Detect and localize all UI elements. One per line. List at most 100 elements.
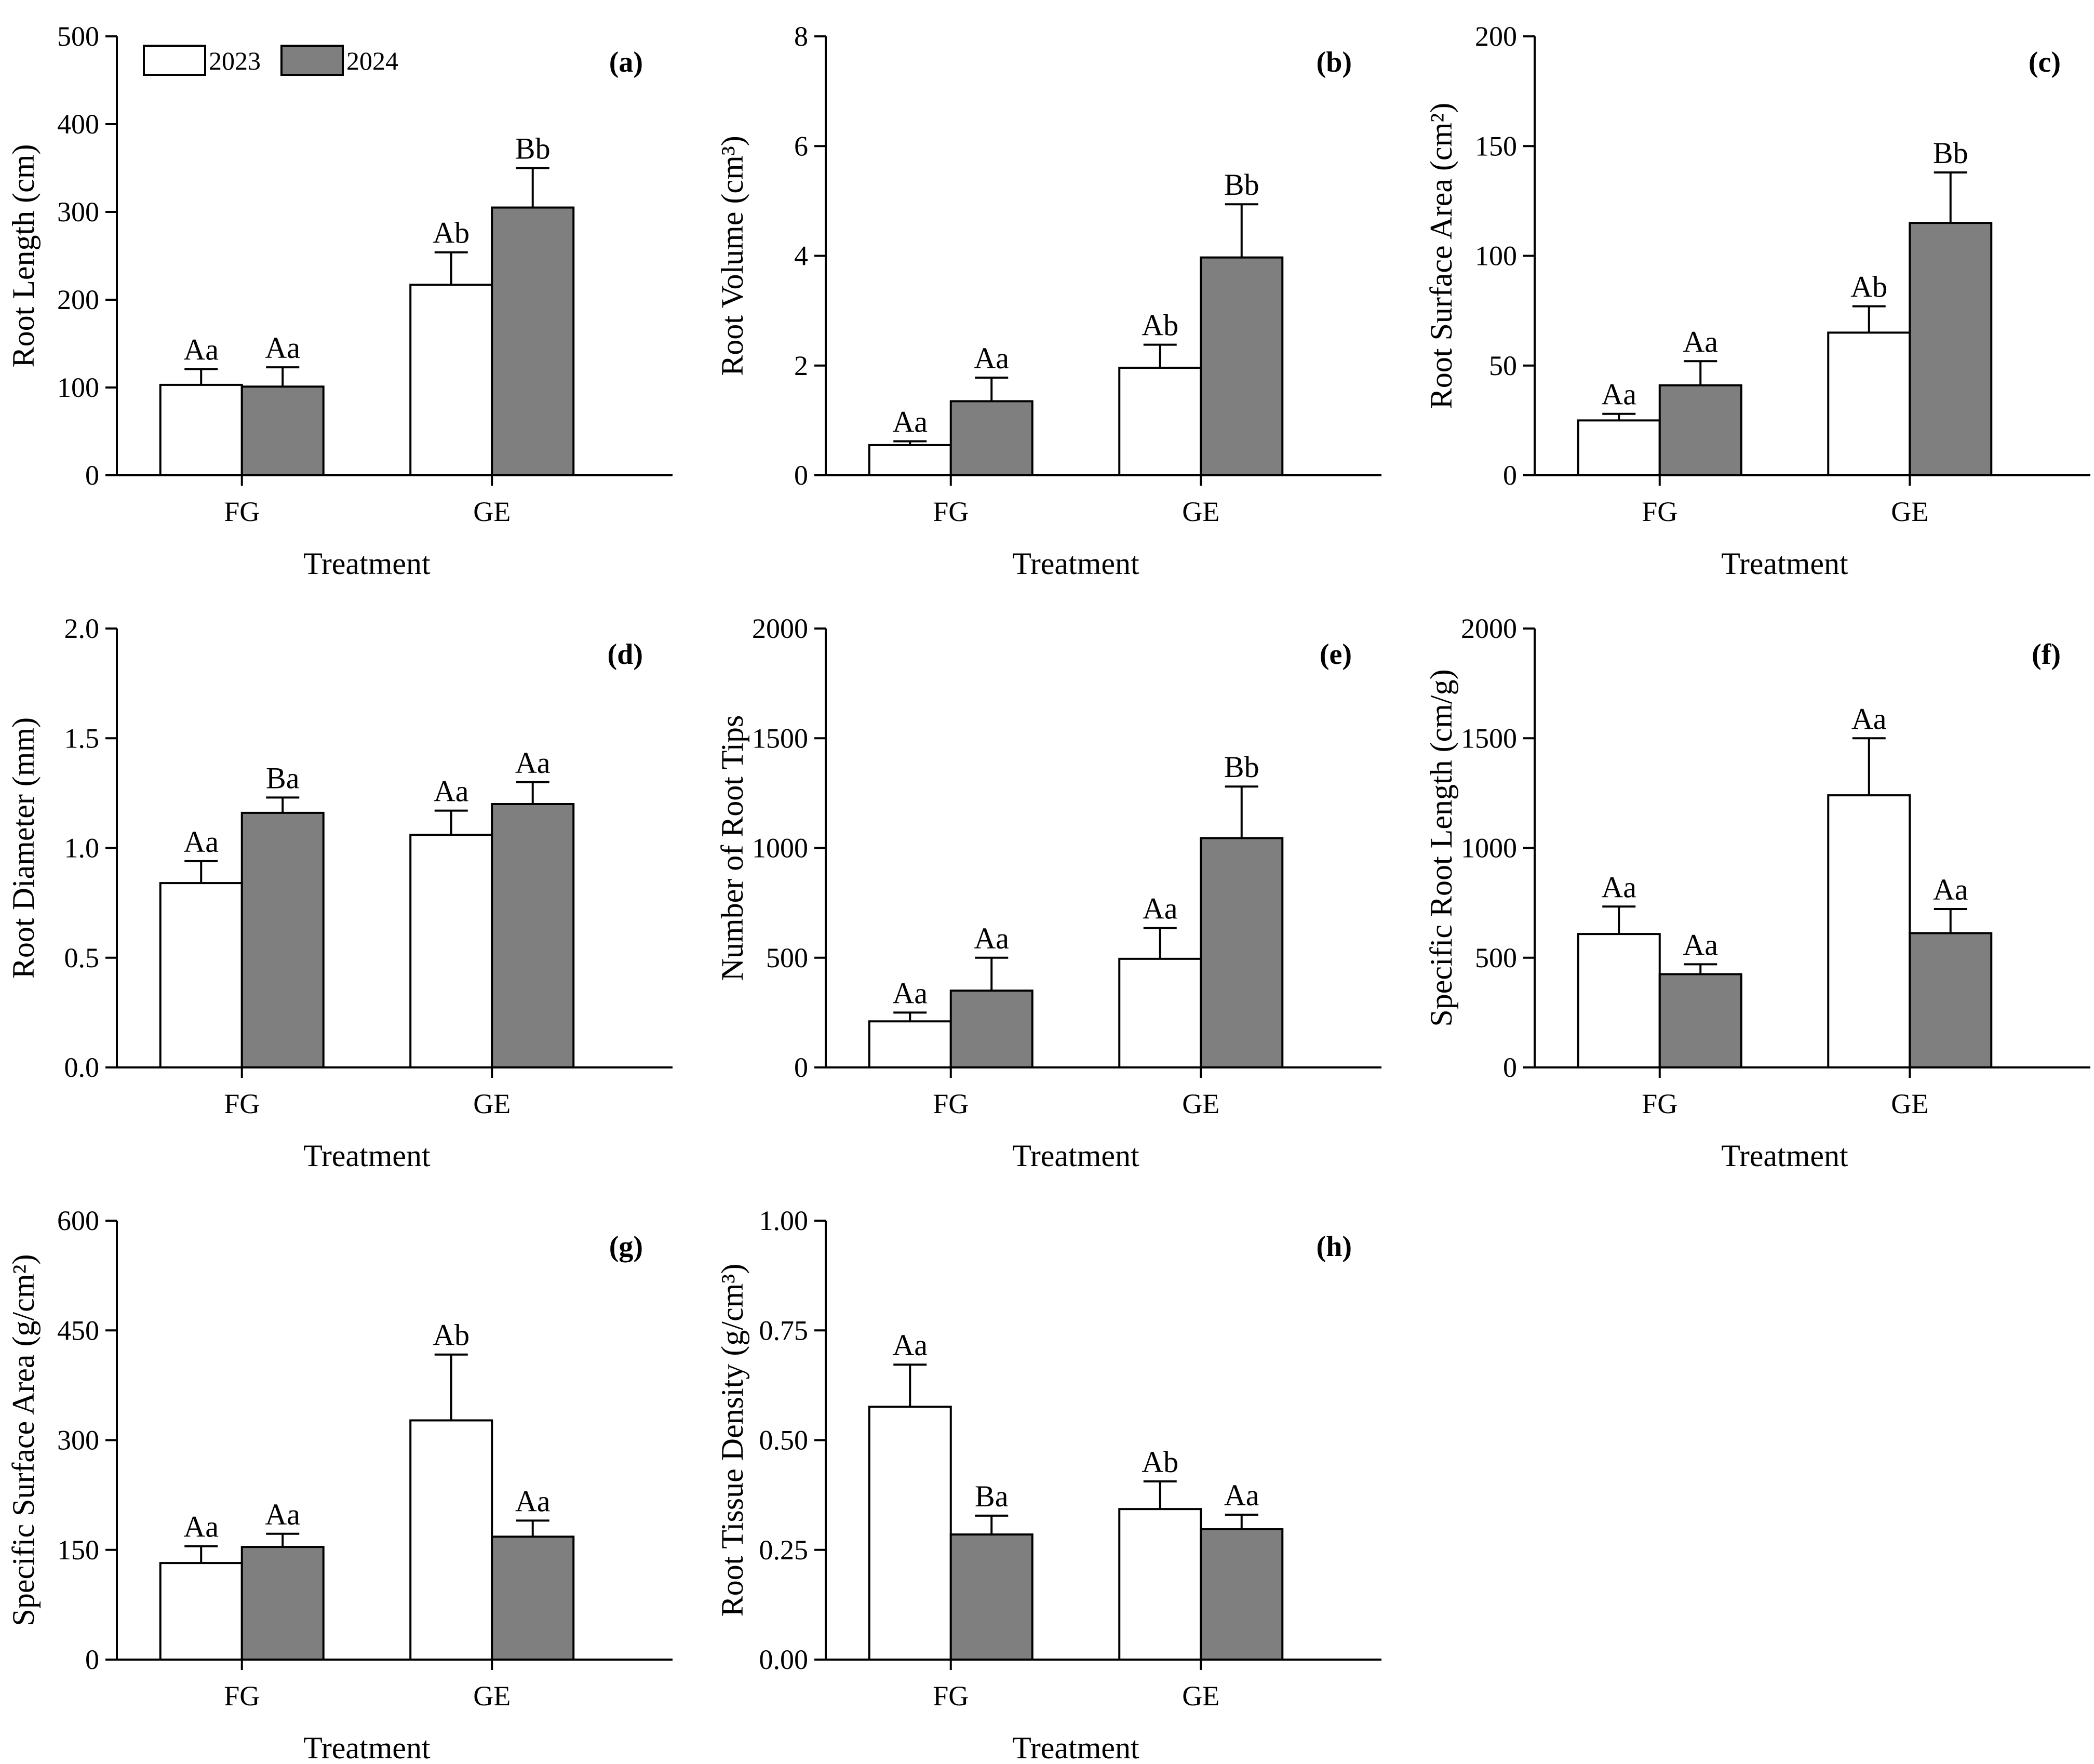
y-tick-label: 0.50 bbox=[759, 1425, 809, 1456]
sig-label-2024-GE: Aa bbox=[515, 746, 551, 780]
x-tick-label-GE: GE bbox=[473, 496, 511, 527]
panel-a: Aa Ab Aa Bb 0 100 200 300 400 500 FG GE Treatment Roo… bbox=[6, 21, 673, 581]
legend-label-2023: 2023 bbox=[209, 46, 261, 75]
panel-d: Aa Aa Ba Aa 0.0 0.5 1.0 1.5 2.0 FG GE Treatment Root… bbox=[6, 613, 673, 1173]
x-axis-title: Treatment bbox=[1721, 546, 1848, 581]
bar-2023-GE bbox=[409, 834, 493, 1069]
y-tick-label: 1500 bbox=[1461, 723, 1517, 754]
sig-label-2024-FG: Aa bbox=[265, 331, 300, 365]
y-axis-title: Specific Surface Area (g/cm²) bbox=[6, 1254, 41, 1626]
bar-2024-FG bbox=[1658, 384, 1742, 477]
y-axis-title: Root Diameter (mm) bbox=[6, 717, 41, 979]
panel-tag: (g) bbox=[609, 1231, 643, 1263]
x-tick-label-FG: FG bbox=[224, 496, 260, 527]
legend: 2023 2024 bbox=[143, 45, 398, 76]
x-tick-label-GE: GE bbox=[473, 1088, 511, 1119]
sig-label-2024-FG: Aa bbox=[1683, 928, 1718, 961]
y-tick-label: 200 bbox=[1475, 21, 1517, 52]
y-tick-label: 400 bbox=[57, 109, 99, 140]
y-tick-label: 1500 bbox=[752, 723, 808, 754]
y-tick-label: 1000 bbox=[752, 833, 808, 864]
bar-2024-GE bbox=[1200, 256, 1284, 476]
sig-label-2023-FG: Aa bbox=[1601, 378, 1636, 411]
x-tick-label-GE: GE bbox=[1891, 1088, 1928, 1119]
y-axis-title: Specific Root Length (cm/g) bbox=[1424, 669, 1458, 1026]
y-tick-label: 600 bbox=[57, 1205, 99, 1236]
legend-swatch-2024 bbox=[280, 45, 344, 76]
x-tick-label-FG: FG bbox=[224, 1088, 260, 1119]
y-tick-label: 4 bbox=[794, 240, 808, 272]
x-axis-title: Treatment bbox=[303, 1731, 431, 1764]
sig-label-2023-FG: Aa bbox=[183, 1510, 219, 1544]
legend-swatch-2023 bbox=[143, 45, 206, 76]
sig-label-2024-GE: Bb bbox=[1933, 136, 1968, 170]
panel-h: Aa Ab Ba Aa 0.00 0.25 0.50 0.75 1.00 FG GE Treatmen… bbox=[715, 1205, 1381, 1764]
sig-label-2024-FG: Aa bbox=[974, 921, 1009, 955]
y-axis-title: Root Surface Area (cm²) bbox=[1424, 103, 1458, 409]
y-tick-label: 1000 bbox=[1461, 833, 1517, 864]
sig-label-2023-GE: Aa bbox=[434, 774, 469, 808]
bar-2023-FG bbox=[1577, 419, 1661, 476]
panel-tag: (d) bbox=[608, 638, 643, 671]
sig-label-2023-GE: Ab bbox=[1142, 309, 1178, 342]
sig-label-2024-GE: Bb bbox=[1224, 168, 1259, 202]
sig-label-2023-FG: Aa bbox=[892, 1328, 928, 1362]
bar-2024-GE bbox=[1909, 932, 1993, 1069]
y-tick-label: 0 bbox=[85, 460, 99, 491]
y-tick-label: 450 bbox=[57, 1315, 99, 1346]
y-tick-label: 200 bbox=[57, 284, 99, 315]
y-tick-label: 0 bbox=[1503, 1052, 1517, 1083]
bar-2023-GE bbox=[1827, 794, 1911, 1068]
y-tick-label: 2.0 bbox=[64, 613, 100, 644]
sig-label-2023-GE: Ab bbox=[433, 1318, 469, 1352]
y-axis-title: Root Tissue Density (g/cm³) bbox=[715, 1264, 749, 1617]
sig-label-2023-FG: Aa bbox=[892, 976, 928, 1010]
sig-label-2023-FG: Aa bbox=[183, 825, 219, 859]
x-axis-title: Treatment bbox=[1012, 1731, 1139, 1764]
sig-label-2024-GE: Aa bbox=[515, 1484, 551, 1518]
sig-label-2024-GE: Bb bbox=[515, 132, 551, 166]
y-tick-label: 500 bbox=[57, 21, 99, 52]
sig-label-2024-GE: Aa bbox=[1224, 1478, 1259, 1512]
sig-label-2023-FG: Aa bbox=[892, 405, 928, 439]
sig-label-2024-FG: Ba bbox=[975, 1479, 1008, 1513]
y-tick-label: 0 bbox=[794, 1052, 808, 1083]
legend-label-2024: 2024 bbox=[346, 46, 398, 75]
x-tick-label-FG: FG bbox=[1642, 1088, 1677, 1119]
x-tick-label-FG: FG bbox=[1642, 496, 1677, 527]
sig-label-2023-GE: Ab bbox=[1850, 270, 1887, 304]
x-tick-label-GE: GE bbox=[1182, 1680, 1219, 1712]
bar-2024-FG bbox=[949, 1533, 1033, 1661]
bar-2024-GE bbox=[491, 206, 575, 476]
x-tick-label-GE: GE bbox=[1182, 1088, 1219, 1119]
panel-tag: (a) bbox=[609, 46, 643, 78]
bar-2023-FG bbox=[868, 1406, 952, 1661]
x-tick-label-FG: FG bbox=[933, 1088, 969, 1119]
sig-label-2024-FG: Aa bbox=[1683, 325, 1718, 358]
bar-2024-GE bbox=[491, 1535, 575, 1661]
x-axis-title: Treatment bbox=[303, 546, 431, 581]
panel-f: Aa Aa Aa Aa 0 500 1000 1500 2000 FG GE Treatment Spe… bbox=[1424, 613, 2090, 1173]
x-tick-label-GE: GE bbox=[1891, 496, 1928, 527]
y-tick-label: 2 bbox=[794, 350, 808, 381]
bar-2023-GE bbox=[409, 1419, 493, 1661]
y-tick-label: 100 bbox=[1475, 240, 1517, 272]
bar-2024-FG bbox=[240, 385, 325, 476]
sig-label-2024-FG: Aa bbox=[265, 1498, 300, 1531]
x-axis-title: Treatment bbox=[303, 1139, 431, 1173]
sig-label-2024-FG: Ba bbox=[266, 761, 299, 795]
y-axis-title: Root Volume (cm³) bbox=[715, 136, 749, 376]
y-tick-label: 0.25 bbox=[759, 1534, 809, 1566]
bar-2024-FG bbox=[949, 400, 1033, 476]
y-axis-title: Number of Root Tips bbox=[715, 715, 749, 981]
bar-2023-FG bbox=[868, 444, 952, 476]
sig-label-2023-GE: Aa bbox=[1851, 702, 1887, 736]
bar-2023-FG bbox=[1577, 933, 1661, 1068]
y-tick-label: 1.0 bbox=[64, 833, 100, 864]
bar-2024-GE bbox=[1200, 1528, 1284, 1661]
bar-2024-FG bbox=[240, 811, 325, 1069]
bar-2024-FG bbox=[240, 1546, 325, 1661]
